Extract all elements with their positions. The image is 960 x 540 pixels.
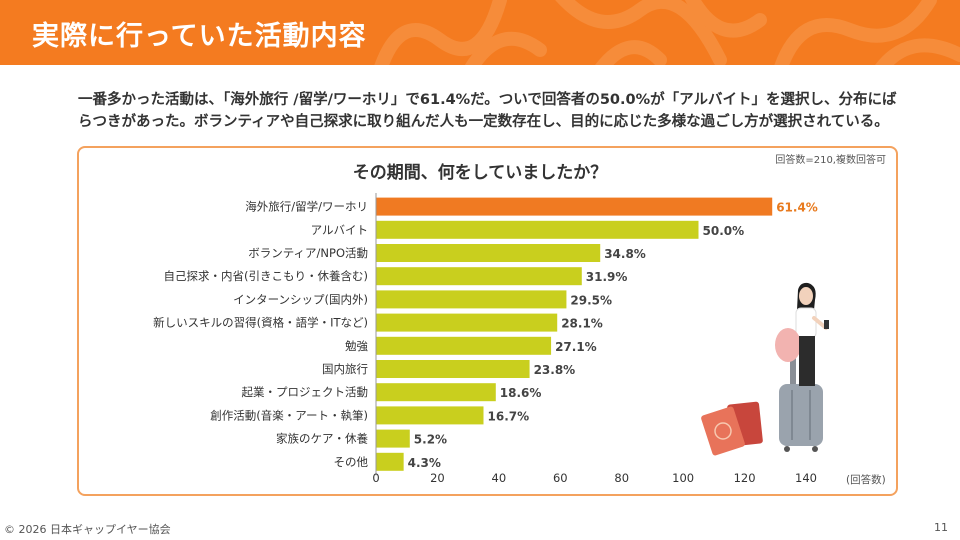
- data-label: 50.0%: [703, 224, 745, 238]
- category-label: インターンシップ(国内外): [233, 292, 368, 306]
- data-label: 4.3%: [408, 456, 441, 470]
- x-tick-label: 60: [553, 471, 568, 485]
- bar: [376, 267, 582, 286]
- response-note: 回答数=210,複数回答可: [775, 155, 886, 166]
- bar: [376, 220, 699, 239]
- x-tick-label: 100: [672, 471, 694, 485]
- page-number: 11: [934, 521, 948, 534]
- x-axis-unit-label: (回答数): [846, 474, 886, 486]
- category-label: 自己探求・内省(引きこもり・休養含む): [164, 269, 368, 283]
- data-label: 34.8%: [604, 247, 646, 261]
- category-label: ボランティア/NPO活動: [248, 246, 368, 260]
- category-label: 創作活動(音楽・アート・執筆): [210, 408, 368, 422]
- category-label: アルバイト: [311, 223, 368, 237]
- bar: [376, 290, 567, 309]
- category-label: 勉強: [345, 339, 368, 353]
- bar: [376, 452, 404, 471]
- x-tick-label: 80: [614, 471, 629, 485]
- x-tick-label: 120: [734, 471, 756, 485]
- chart-title: その期間、何をしていましたか？: [352, 163, 608, 183]
- summary-line-2: らつきがあった。ボランティアや自己探求に取り組んだ人も一定数存在し、目的に応じた…: [78, 114, 889, 130]
- data-label: 27.1%: [555, 340, 597, 354]
- category-label: 家族のケア・休養: [276, 432, 368, 446]
- copyright: © 2026 日本ギャップイヤー協会: [4, 523, 171, 536]
- bar: [376, 360, 530, 378]
- data-label: 61.4%: [776, 201, 818, 215]
- x-tick-label: 0: [372, 471, 379, 485]
- bar: [376, 197, 773, 216]
- category-label: 新しいスキルの習得(資格・語学・ITなど): [153, 316, 368, 330]
- data-label: 23.8%: [534, 363, 576, 377]
- data-label: 29.5%: [570, 293, 612, 307]
- data-label: 31.9%: [586, 270, 628, 284]
- header-decoration: [374, 0, 960, 65]
- category-label: 海外旅行/留学/ワーホリ: [245, 200, 368, 214]
- bar: [376, 429, 410, 448]
- x-tick-label: 140: [795, 471, 817, 485]
- data-label: 5.2%: [414, 433, 447, 447]
- category-label: その他: [334, 455, 369, 469]
- bar: [376, 383, 496, 402]
- data-label: 16.7%: [488, 409, 530, 423]
- category-label: 国内旅行: [322, 362, 368, 376]
- bar: [376, 406, 484, 425]
- header-banner: 実際に行っていた活動内容: [0, 0, 960, 65]
- category-label: 起業・プロジェクト活動: [242, 385, 369, 399]
- bar: [376, 336, 552, 355]
- page-title: 実際に行っていた活動内容: [32, 21, 367, 52]
- x-tick-label: 40: [492, 471, 507, 485]
- x-tick-label: 20: [430, 471, 445, 485]
- summary-text: 一番多かった活動は、「海外旅行 /留学/ワーホリ」で61.4%だ。ついで回答者の…: [78, 89, 898, 133]
- data-label: 28.1%: [561, 317, 603, 331]
- summary-line-1: 一番多かった活動は、「海外旅行 /留学/ワーホリ」で61.4%だ。ついで回答者の…: [78, 92, 897, 108]
- bar: [376, 313, 558, 332]
- bar: [376, 244, 601, 262]
- data-label: 18.6%: [500, 386, 542, 400]
